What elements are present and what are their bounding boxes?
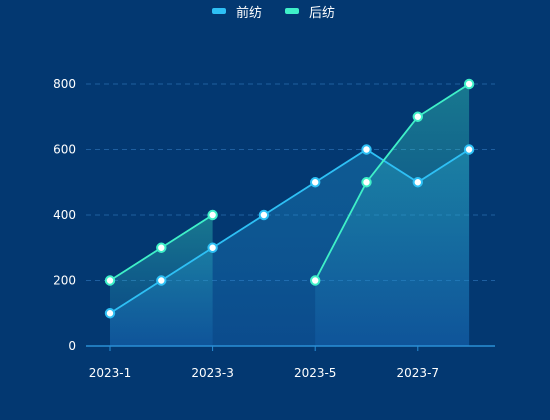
- x-tick-label: 2023-3: [191, 366, 234, 380]
- x-tick-label: 2023-5: [294, 366, 337, 380]
- legend-swatch: [212, 8, 226, 14]
- legend: 前纺 后纺: [212, 5, 335, 21]
- series-area: [315, 84, 470, 346]
- data-point: [258, 209, 270, 221]
- area-fills: [110, 84, 470, 346]
- data-point: [310, 177, 321, 188]
- legend-label: 前纺: [236, 5, 262, 21]
- data-point: [310, 275, 321, 286]
- axes: 0 200 400 600 800 2023-1 2023-3 2023-5 2023-7: [53, 77, 495, 380]
- data-point: [361, 144, 372, 155]
- y-tick-label: 400: [53, 208, 76, 222]
- data-point: [361, 177, 372, 188]
- series-line: [314, 83, 470, 281]
- data-point: [104, 275, 116, 286]
- data-point: [156, 275, 167, 286]
- series-points: [104, 78, 475, 319]
- data-point: [156, 242, 167, 253]
- y-tick-label: 0: [68, 339, 76, 353]
- data-point: [463, 144, 475, 155]
- data-point: [207, 209, 218, 221]
- y-tick-label: 800: [53, 77, 76, 91]
- x-tick-label: 2023-7: [397, 366, 440, 380]
- data-point: [412, 111, 423, 122]
- data-point: [463, 78, 475, 90]
- legend-swatch: [285, 8, 299, 14]
- x-tick-label: 2023-1: [89, 366, 132, 380]
- data-point: [104, 308, 116, 319]
- data-point: [412, 177, 423, 188]
- series-line: [109, 148, 470, 315]
- data-point: [207, 242, 218, 253]
- y-tick-label: 600: [53, 143, 76, 157]
- y-tick-label: 200: [53, 274, 76, 288]
- legend-label: 后纺: [309, 6, 335, 21]
